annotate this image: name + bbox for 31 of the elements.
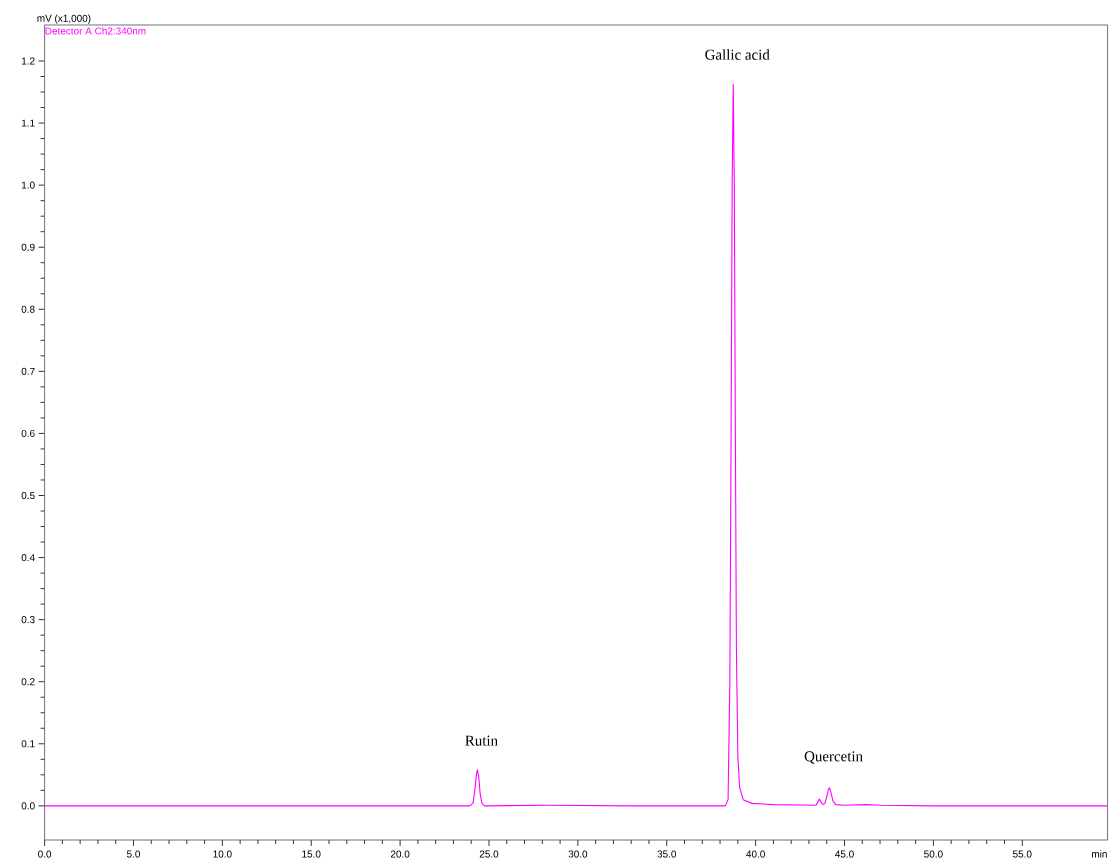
x-tick-label: 55.0 — [1012, 850, 1032, 858]
x-tick-label: 45.0 — [835, 850, 854, 858]
x-tick-label: 20.0 — [390, 850, 410, 858]
x-tick-label: 30.0 — [568, 850, 588, 858]
x-axis-title: min — [1091, 850, 1107, 858]
y-axis-title: mV (x1,000) — [37, 14, 91, 24]
y-tick-label: 0.3 — [21, 616, 35, 624]
annotation: Quercetin — [804, 751, 863, 764]
y-tick-label: 0.7 — [21, 367, 35, 375]
annotation: Rutin — [465, 735, 498, 746]
y-tick-label: 1.1 — [22, 119, 35, 127]
x-tick-label: 35.0 — [657, 850, 677, 858]
x-tick-label: 10.0 — [213, 850, 232, 858]
y-tick-label: 0.2 — [21, 678, 35, 686]
x-tick-label: 25.0 — [479, 850, 499, 858]
y-tick-label: 0.5 — [21, 491, 35, 500]
annotation: Gallic acid — [705, 49, 770, 60]
y-tick-label: 0.0 — [21, 802, 35, 810]
y-tick-label: 0.9 — [21, 243, 35, 251]
y-tick-label: 0.1 — [21, 740, 35, 748]
text: Detector A Ch2:340nm — [45, 27, 146, 35]
x-tick-label: 50.0 — [924, 850, 943, 858]
y-tick-label: 1.2 — [22, 57, 35, 65]
y-tick-label: 0.8 — [21, 305, 35, 313]
x-tick-label: 0.0 — [38, 850, 52, 858]
x-tick-label: 40.0 — [746, 850, 765, 858]
x-tick-label: 15.0 — [302, 850, 321, 858]
y-tick-label: 0.4 — [21, 554, 35, 562]
y-tick-label: 1.0 — [22, 181, 35, 189]
x-tick-label: 5.0 — [126, 850, 141, 858]
y-tick-label: 0.6 — [21, 429, 35, 437]
